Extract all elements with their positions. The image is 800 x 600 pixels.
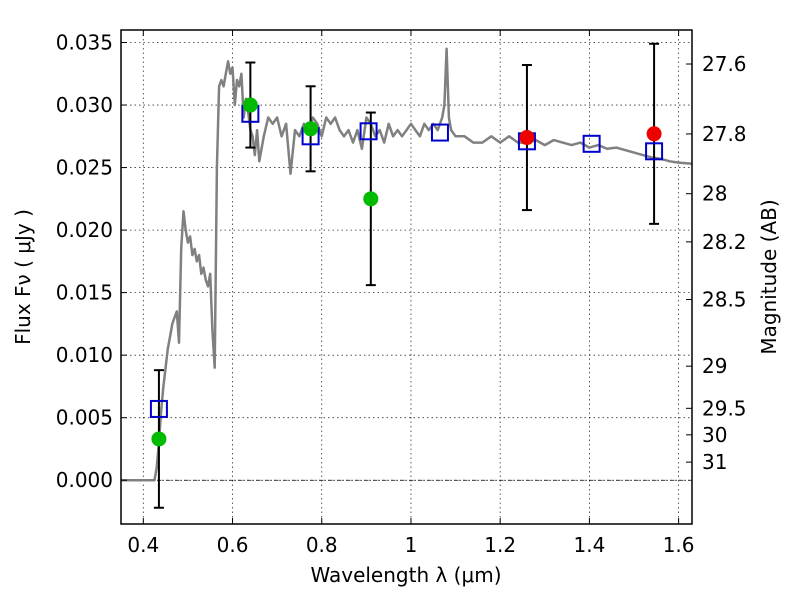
green-data-point (151, 431, 167, 447)
y-tick-label: 0.035 (56, 31, 113, 55)
model-band-square (645, 142, 664, 161)
x-axis-title: Wavelength λ (μm) (310, 563, 501, 587)
y-axis-title: Flux Fν ( μJy ) (11, 209, 35, 345)
red-data-point (646, 126, 662, 142)
x-axis-ticks: 0.4 0.6 0.8 1 1.2 1.4 1.6 (127, 30, 695, 557)
model-band-square (359, 122, 378, 141)
y-tick-label: 0.015 (56, 281, 113, 305)
green-data-point (303, 121, 319, 137)
y2-tick-label: 28 (702, 182, 727, 206)
green-data-point (242, 97, 258, 113)
x-tick-label: 1.4 (573, 533, 605, 557)
model-band-square (582, 134, 601, 153)
y2-tick-label: 27.8 (702, 122, 747, 146)
y2-tick-label: 29.5 (702, 396, 747, 420)
y2-tick-label: 28.5 (702, 288, 747, 312)
y-tick-label: 0.020 (56, 218, 113, 242)
x-tick-label: 1.2 (484, 533, 516, 557)
green-data-point (363, 191, 379, 207)
y2-tick-label: 31 (702, 450, 727, 474)
plot-frame (120, 29, 693, 525)
x-tick-label: 0.8 (306, 533, 338, 557)
y-tick-label: 0.030 (56, 93, 113, 117)
data-points (149, 97, 664, 447)
y2-tick-label: 27.6 (702, 52, 747, 76)
x-tick-label: 0.4 (127, 533, 159, 557)
x-tick-label: 1.6 (663, 533, 695, 557)
y2-tick-label: 30 (702, 423, 727, 447)
model-band-square (149, 399, 168, 418)
y-tick-label: 0.010 (56, 343, 113, 367)
y-tick-label: 0.025 (56, 156, 113, 180)
x-tick-label: 0.6 (217, 533, 249, 557)
y-axis-ticks: 0.000 0.005 0.010 0.015 0.020 0.025 0.030 0.035 (56, 31, 127, 492)
y-tick-label: 0.000 (56, 468, 113, 492)
y2-tick-label: 28.2 (702, 230, 747, 254)
plot-background (121, 30, 692, 524)
y-tick-label: 0.005 (56, 406, 113, 430)
model-band-square (430, 123, 449, 142)
y2-tick-label: 29 (702, 354, 727, 378)
red-data-point (519, 130, 535, 146)
y2-axis-ticks: 27.6 27.8 28 28.2 28.5 29 29.5 30 31 (686, 52, 747, 474)
x-tick-label: 1 (405, 533, 418, 557)
y2-axis-title: Magnitude (AB) (757, 199, 781, 354)
